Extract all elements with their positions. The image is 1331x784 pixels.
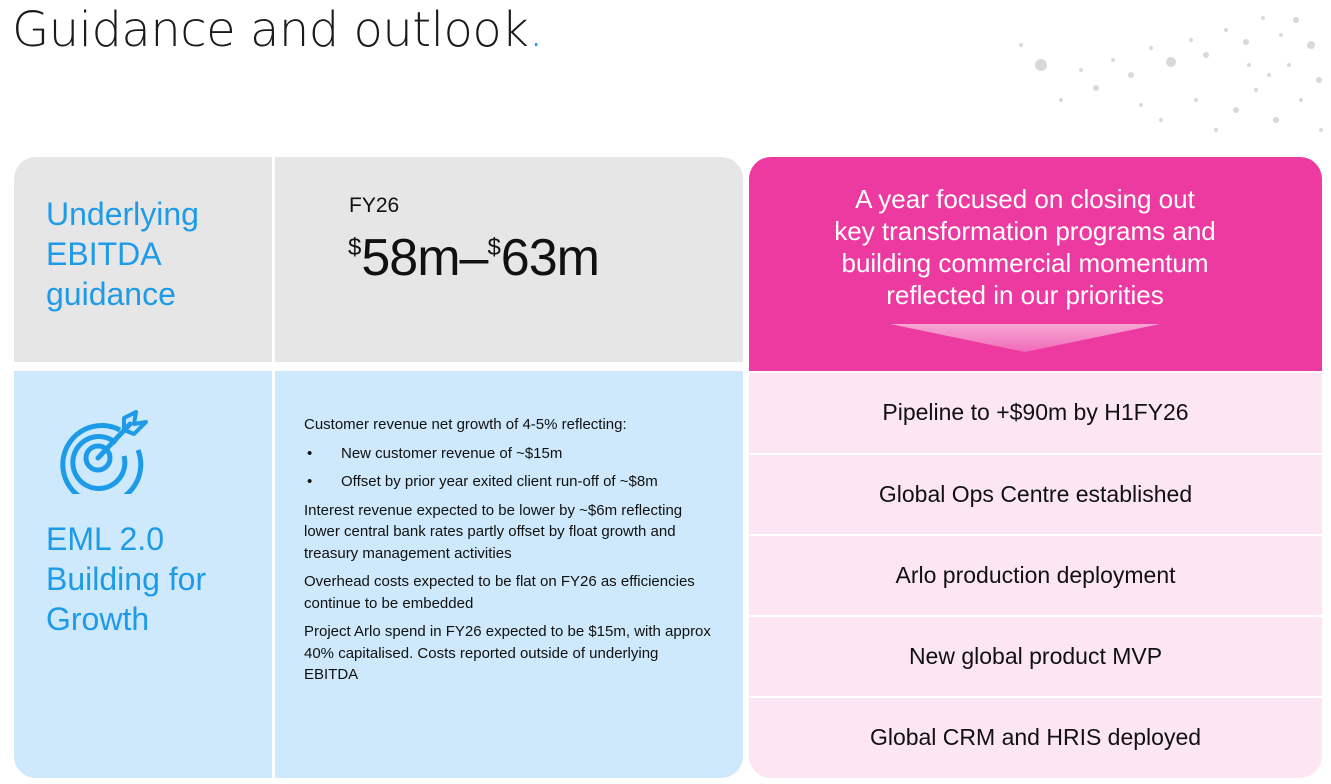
ebitda-guidance-label: Underlying EBITDA guidance (46, 194, 256, 314)
eml-growth-panel (14, 371, 743, 778)
panel-divider (272, 157, 275, 778)
notes-overhead: Overhead costs expected to be flat on FY… (304, 573, 695, 612)
currency-symbol-low: $ (348, 234, 362, 261)
priorities-list: Pipeline to +$90m by H1FY26 Global Ops C… (749, 373, 1322, 778)
down-arrow-icon (890, 324, 1160, 352)
ebitda-label-line1: Underlying (46, 196, 199, 232)
ebitda-range: $58m–$63m (348, 228, 600, 288)
priority-item: Global Ops Centre established (878, 481, 1193, 507)
notes-arlo: Project Arlo spend in FY26 expected to b… (304, 623, 711, 683)
currency-symbol-high: $ (487, 234, 501, 261)
notes-bullets: • New customer revenue of ~$15m • Offset b… (304, 443, 714, 493)
eml-sub-line2: Growth (46, 601, 150, 637)
list-item: • Offset by prior year exited client run-… (304, 471, 714, 493)
priority-item: Global CRM and HRIS deployed (869, 724, 1202, 750)
focus-line3: building commercial momentum (841, 248, 1209, 278)
range-high: 63m (500, 229, 600, 287)
range-dash: – (459, 229, 489, 287)
list-item: • New customer revenue of ~$15m (304, 443, 714, 465)
eml-sub-line1: Building for (46, 561, 207, 597)
priority-item: New global product MVP (908, 643, 1163, 669)
priority-divider (749, 696, 1322, 698)
eml-subheading: Building for Growth (46, 559, 256, 639)
focus-line4: reflected in our priorities (886, 280, 1164, 310)
range-low: 58m (361, 229, 460, 287)
target-icon (60, 410, 148, 494)
ebitda-label-line3: guidance (46, 276, 176, 312)
notes-intro: Customer revenue net growth of 4-5% refl… (304, 416, 627, 433)
eml-heading: EML 2.0 (46, 521, 164, 557)
bullet-text: New customer revenue of ~$15m (341, 444, 563, 462)
bullet-icon: • (307, 473, 313, 490)
bullet-icon: • (307, 444, 313, 462)
ebitda-guidance-panel (14, 157, 743, 362)
decorative-dots (1019, 16, 1323, 132)
ebitda-label-line2: EBITDA (46, 236, 162, 272)
guidance-period: FY26 (349, 194, 400, 217)
bullet-text: Offset by prior year exited client run-o… (341, 473, 658, 490)
notes-interest: Interest revenue expected to be lower by… (304, 501, 683, 562)
priority-item: Pipeline to +$90m by H1FY26 (882, 399, 1189, 425)
guidance-notes: Customer revenue net growth of 4-5% refl… (304, 414, 714, 693)
priority-item: Arlo production deployment (895, 562, 1176, 588)
focus-line2: key transformation programs and (834, 216, 1216, 246)
focus-line1: A year focused on closing out (855, 184, 1195, 214)
priority-divider (749, 534, 1322, 536)
priority-divider (749, 453, 1322, 455)
focus-statement: A year focused on closing out key transf… (749, 183, 1301, 311)
page-title: Guidance and outlook. (12, 2, 544, 58)
priority-divider (749, 615, 1322, 617)
title-dot: . (528, 2, 544, 58)
